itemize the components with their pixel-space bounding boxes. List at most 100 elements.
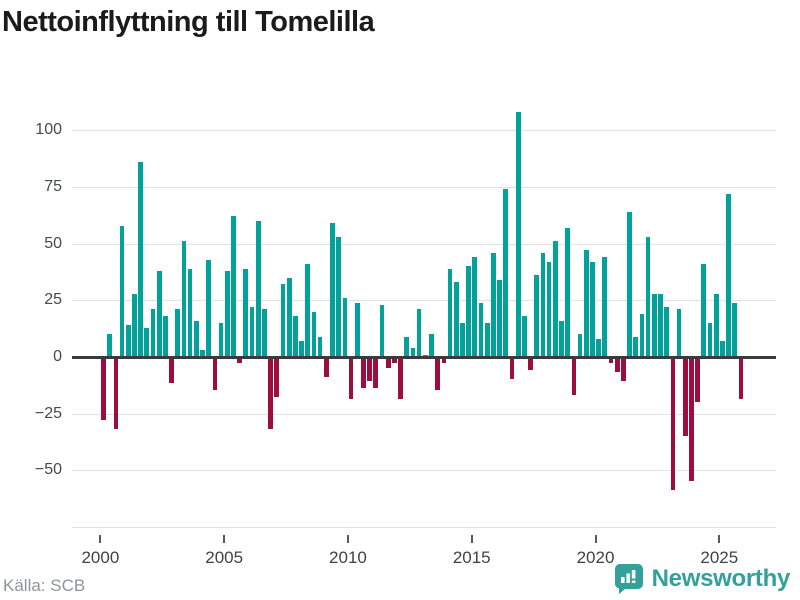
bar-2021Q4: [639, 313, 645, 357]
bar-2018Q3: [559, 320, 564, 357]
bar-2025Q3: [732, 302, 738, 357]
bar-2025Q1: [720, 341, 725, 357]
bar-2023Q2: [676, 309, 682, 357]
y-axis-label--50: −50: [34, 461, 62, 479]
bar-2012Q4: [416, 309, 422, 357]
bar-2004Q3: [212, 358, 218, 391]
bar-2005Q3: [237, 358, 243, 363]
bar-2022Q3: [658, 293, 663, 357]
bar-2025Q4: [738, 358, 744, 400]
bar-2002Q2: [156, 270, 162, 357]
bar-2020Q3: [608, 358, 614, 363]
gridline-100: [72, 130, 776, 132]
bar-2000Q3: [113, 358, 119, 429]
bar-2005Q1: [224, 270, 230, 357]
x-axis-tick-2020: [594, 535, 597, 543]
gridline-75: [72, 186, 776, 188]
bar-2009Q4: [342, 298, 348, 357]
bar-2024Q3: [707, 323, 713, 357]
x-axis-label-2010: 2010: [329, 548, 367, 567]
bar-2023Q4: [689, 358, 694, 481]
bar-2004Q4: [218, 323, 224, 357]
bar-2000Q1: [101, 358, 106, 420]
bar-2017Q2: [528, 358, 533, 370]
bar-2004Q2: [206, 259, 212, 357]
x-axis-tick-2015: [470, 535, 473, 543]
bar-2024Q1: [695, 358, 700, 402]
bar-2022Q4: [664, 307, 670, 357]
y-axis-label-75: 75: [44, 177, 62, 195]
bar-2021Q3: [633, 336, 639, 357]
source-label: Källa: SCB: [3, 576, 86, 595]
bar-2021Q2: [627, 211, 632, 357]
bar-2002Q4: [169, 358, 174, 384]
y-axis-label-50: 50: [44, 234, 62, 252]
bar-2019Q3: [583, 250, 589, 357]
x-axis-label-2005: 2005: [205, 548, 244, 567]
bar-2021Q1: [621, 358, 626, 382]
bar-2014Q2: [453, 282, 459, 357]
bar-2001Q1: [125, 325, 131, 357]
bar-2024Q4: [713, 293, 719, 357]
bar-2003Q2: [181, 241, 187, 357]
chart-title: Nettoinflyttning till Tomelilla: [2, 6, 375, 38]
bar-2013Q4: [441, 358, 447, 363]
bar-2011Q3: [385, 358, 391, 368]
bar-2008Q2: [305, 264, 311, 357]
bar-2018Q1: [546, 261, 552, 357]
bar-2020Q1: [596, 338, 601, 357]
y-axis-label-25: 25: [44, 291, 62, 309]
bar-2001Q2: [132, 293, 137, 357]
x-axis-label-2020: 2020: [576, 548, 615, 567]
bar-2019Q4: [590, 261, 595, 357]
bar-2002Q1: [150, 309, 156, 357]
bar-2017Q1: [522, 316, 527, 357]
bar-2007Q4: [293, 316, 298, 357]
bar-2022Q1: [645, 236, 651, 357]
gridline-25: [72, 300, 776, 302]
bar-2014Q4: [466, 266, 472, 357]
x-axis-label-2000: 2000: [81, 548, 120, 567]
bar-2018Q4: [565, 227, 571, 357]
y-axis-label-0: 0: [53, 348, 62, 365]
bar-2015Q4: [491, 252, 496, 357]
bar-2003Q3: [187, 268, 193, 357]
x-axis-tick-2005: [223, 535, 226, 543]
bar-2001Q4: [144, 327, 150, 357]
bar-2006Q4: [268, 358, 273, 429]
bar-2015Q2: [478, 302, 484, 357]
speech-bubble-bar-chart-icon: [614, 564, 643, 594]
bar-2010Q1: [348, 358, 354, 400]
bar-2011Q1: [373, 358, 379, 388]
bar-2012Q3: [410, 347, 416, 357]
bar-2004Q1: [200, 350, 205, 357]
bar-2009Q3: [336, 236, 342, 357]
bar-2019Q1: [571, 358, 577, 395]
bar-2013Q1: [422, 354, 428, 357]
bar-2003Q1: [175, 309, 181, 357]
newsworthy-logo[interactable]: Newsworthy: [614, 563, 790, 594]
bar-2016Q4: [515, 112, 521, 357]
x-axis-tick-2025: [718, 535, 721, 543]
bar-2005Q4: [243, 268, 249, 357]
x-axis-label-2025: 2025: [700, 548, 739, 567]
bar-2012Q2: [404, 336, 410, 357]
bar-2008Q4: [317, 336, 323, 357]
bar-2007Q3: [286, 277, 292, 357]
bar-2010Q2: [354, 302, 360, 357]
bar-2016Q2: [503, 189, 509, 357]
bar-2018Q2: [552, 241, 558, 357]
bar-2020Q2: [602, 257, 608, 357]
bar-2022Q2: [651, 293, 657, 357]
bar-2006Q3: [262, 309, 267, 357]
gridline--25: [72, 413, 776, 415]
bar-2006Q2: [255, 220, 261, 357]
bar-2019Q2: [577, 334, 583, 357]
bar-2020Q4: [614, 358, 620, 373]
bar-2014Q3: [460, 323, 465, 357]
brand-name: Newsworthy: [651, 564, 791, 592]
zero-axis-line: [72, 356, 776, 359]
y-axis-label--25: −25: [34, 404, 62, 422]
